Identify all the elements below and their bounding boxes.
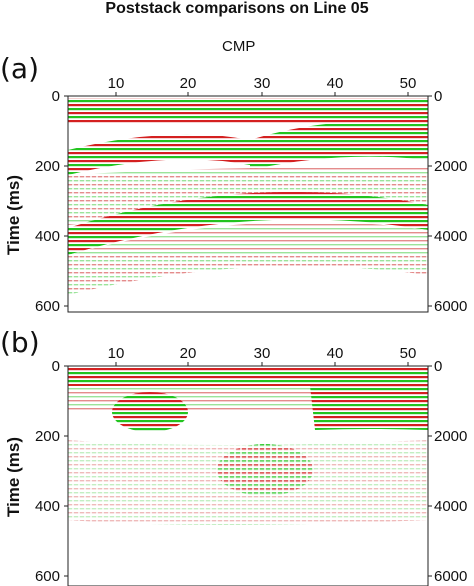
- panel-b-y-tick-label-left: 200: [35, 428, 60, 445]
- panel-a-x-tick-label: 20: [180, 75, 197, 92]
- panel-b-x-tick-label: 50: [400, 345, 417, 362]
- panel-b-y-tick-label-left: 400: [35, 498, 60, 515]
- panel-a-y-tick-label-left: 400: [35, 228, 60, 245]
- panel-b-y-tick-label-right: 4000: [434, 498, 467, 515]
- panel-a-label: (a): [0, 52, 40, 85]
- panel-b-y-tick-label-left: 0: [52, 358, 60, 375]
- panel-b-y-tick-label-right: 6000: [434, 568, 467, 585]
- panel-a-y-tick-label-left: 0: [52, 88, 60, 105]
- panel-a-y-tick-label-right: 4000: [434, 228, 467, 245]
- panel-a-x-tick-label: 40: [327, 75, 344, 92]
- panel-b-x-tick-label: 30: [254, 345, 271, 362]
- figure-title: Poststack comparisons on Line 05: [105, 0, 369, 17]
- panel-a-frame: [67, 95, 429, 313]
- panel-a-y-tick-label-right: 2000: [434, 158, 467, 175]
- panel-a-x-tick-label: 50: [400, 75, 417, 92]
- panel-b-label: (b): [0, 326, 40, 359]
- panel-a-seismic-section: [68, 96, 428, 312]
- panel-b-x-tick-label: 40: [327, 345, 344, 362]
- panel-b-y-tick-label-left: 600: [35, 568, 60, 585]
- panel-a-x-tick-label: 30: [254, 75, 271, 92]
- panel-a-y-tick-label-right: 6000: [434, 298, 467, 315]
- panel-a-y-tick-label-right: 0: [434, 88, 442, 105]
- panel-a-x-tick-label: 10: [108, 75, 125, 92]
- x-axis-label: CMP: [222, 38, 256, 55]
- panel-b-frame: [67, 365, 429, 586]
- panel-b-x-tick-label: 10: [108, 345, 125, 362]
- panel-b-y-tick-label-right: 0: [434, 358, 442, 375]
- panel-b-x-tick-label: 20: [180, 345, 197, 362]
- panel-a-y-tick-label-left: 200: [35, 158, 60, 175]
- panel-b-seismic-section: [68, 366, 428, 586]
- panel-a-y-tick-label-left: 600: [35, 298, 60, 315]
- panel-b-y-tick-label-right: 2000: [434, 428, 467, 445]
